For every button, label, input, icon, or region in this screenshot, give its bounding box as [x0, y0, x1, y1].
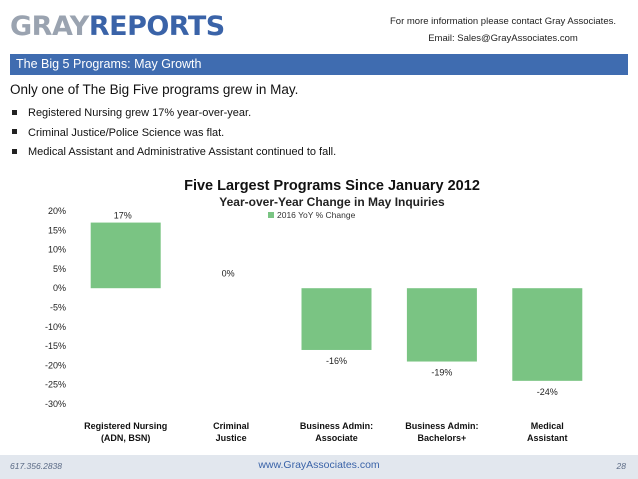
- x-tick-label: Medical: [531, 421, 564, 431]
- chart-subtitle: Year-over-Year Change in May Inquiries: [219, 195, 445, 209]
- data-label: -24%: [537, 387, 558, 397]
- bar-series: [90, 222, 583, 381]
- x-tick-label: Associate: [315, 433, 358, 443]
- page-number: 28: [616, 461, 626, 471]
- data-labels: 17% 0% -16% -19% -24%: [114, 211, 558, 397]
- x-tick-label: Assistant: [527, 433, 568, 443]
- bar-chart: Five Largest Programs Since January 2012…: [45, 178, 583, 443]
- y-tick-label: -15%: [45, 341, 66, 351]
- x-tick-label: Business Admin:: [405, 421, 478, 431]
- data-label: -19%: [431, 368, 452, 378]
- contact-line: For more information please contact Gray…: [390, 16, 616, 27]
- y-tick-label: 0%: [53, 283, 66, 293]
- contact-info: For more information please contact Gray…: [390, 13, 616, 47]
- bullet-square-icon: [12, 148, 17, 154]
- legend-swatch: [268, 212, 274, 218]
- y-tick-label: 20%: [48, 206, 66, 216]
- y-tick-label: -20%: [45, 360, 66, 370]
- bullet-text: Criminal Justice/Police Science was flat…: [28, 126, 225, 139]
- footer-url[interactable]: www.GrayAssociates.com: [258, 459, 380, 471]
- y-axis: 20% 15% 10% 5% 0% -5% -10% -15% -20% -25% -30%: [45, 206, 66, 409]
- x-tick-label: Business Admin:: [300, 421, 373, 431]
- bullet-square-icon: [12, 129, 17, 135]
- x-tick-label: (ADN, BSN): [101, 433, 151, 443]
- data-label: 17%: [114, 211, 132, 221]
- bullet-item: Criminal Justice/Police Science was flat…: [12, 124, 336, 144]
- y-tick-label: -25%: [45, 380, 66, 390]
- y-tick-label: 10%: [48, 245, 66, 255]
- y-tick-label: -5%: [50, 303, 66, 313]
- bullet-square-icon: [12, 109, 17, 115]
- section-banner: The Big 5 Programs: May Growth: [10, 54, 628, 75]
- chart-title: Five Largest Programs Since January 2012: [184, 178, 480, 194]
- x-tick-label: Criminal: [213, 421, 249, 431]
- y-tick-label: 15%: [48, 225, 66, 235]
- bullet-text: Registered Nursing grew 17% year-over-ye…: [28, 107, 252, 119]
- headline: Only one of The Big Five programs grew i…: [10, 82, 299, 97]
- bullet-item: Registered Nursing grew 17% year-over-ye…: [12, 104, 336, 124]
- x-axis-labels: Registered Nursing (ADN, BSN) Criminal Just…: [84, 421, 567, 443]
- footer-phone: 617.356.2838: [10, 461, 62, 471]
- y-tick-label: -10%: [45, 322, 66, 332]
- bullet-list: Registered Nursing grew 17% year-over-ye…: [12, 104, 336, 163]
- bar: [90, 222, 161, 289]
- bullet-item: Medical Assistant and Administrative Ass…: [12, 143, 336, 163]
- logo-reports-text: REPORTS: [88, 11, 225, 42]
- data-label: -16%: [326, 356, 347, 366]
- data-label: 0%: [222, 269, 235, 279]
- bar: [301, 288, 372, 350]
- y-tick-label: -30%: [45, 399, 66, 409]
- logo-gray-text: GRAY: [10, 11, 89, 42]
- bullet-text: Medical Assistant and Administrative Ass…: [28, 146, 337, 158]
- legend-label: 2016 YoY % Change: [277, 210, 356, 220]
- bar: [512, 288, 583, 381]
- x-tick-label: Bachelors+: [418, 433, 467, 443]
- grayreports-logo: GRAYREPORTS: [10, 11, 225, 42]
- x-tick-label: Justice: [216, 433, 247, 443]
- footer: 617.356.2838 www.GrayAssociates.com 28: [0, 455, 638, 479]
- bar: [406, 288, 477, 362]
- contact-email: Email: Sales@GrayAssociates.com: [428, 33, 578, 44]
- x-tick-label: Registered Nursing: [84, 421, 167, 431]
- y-tick-label: 5%: [53, 264, 66, 274]
